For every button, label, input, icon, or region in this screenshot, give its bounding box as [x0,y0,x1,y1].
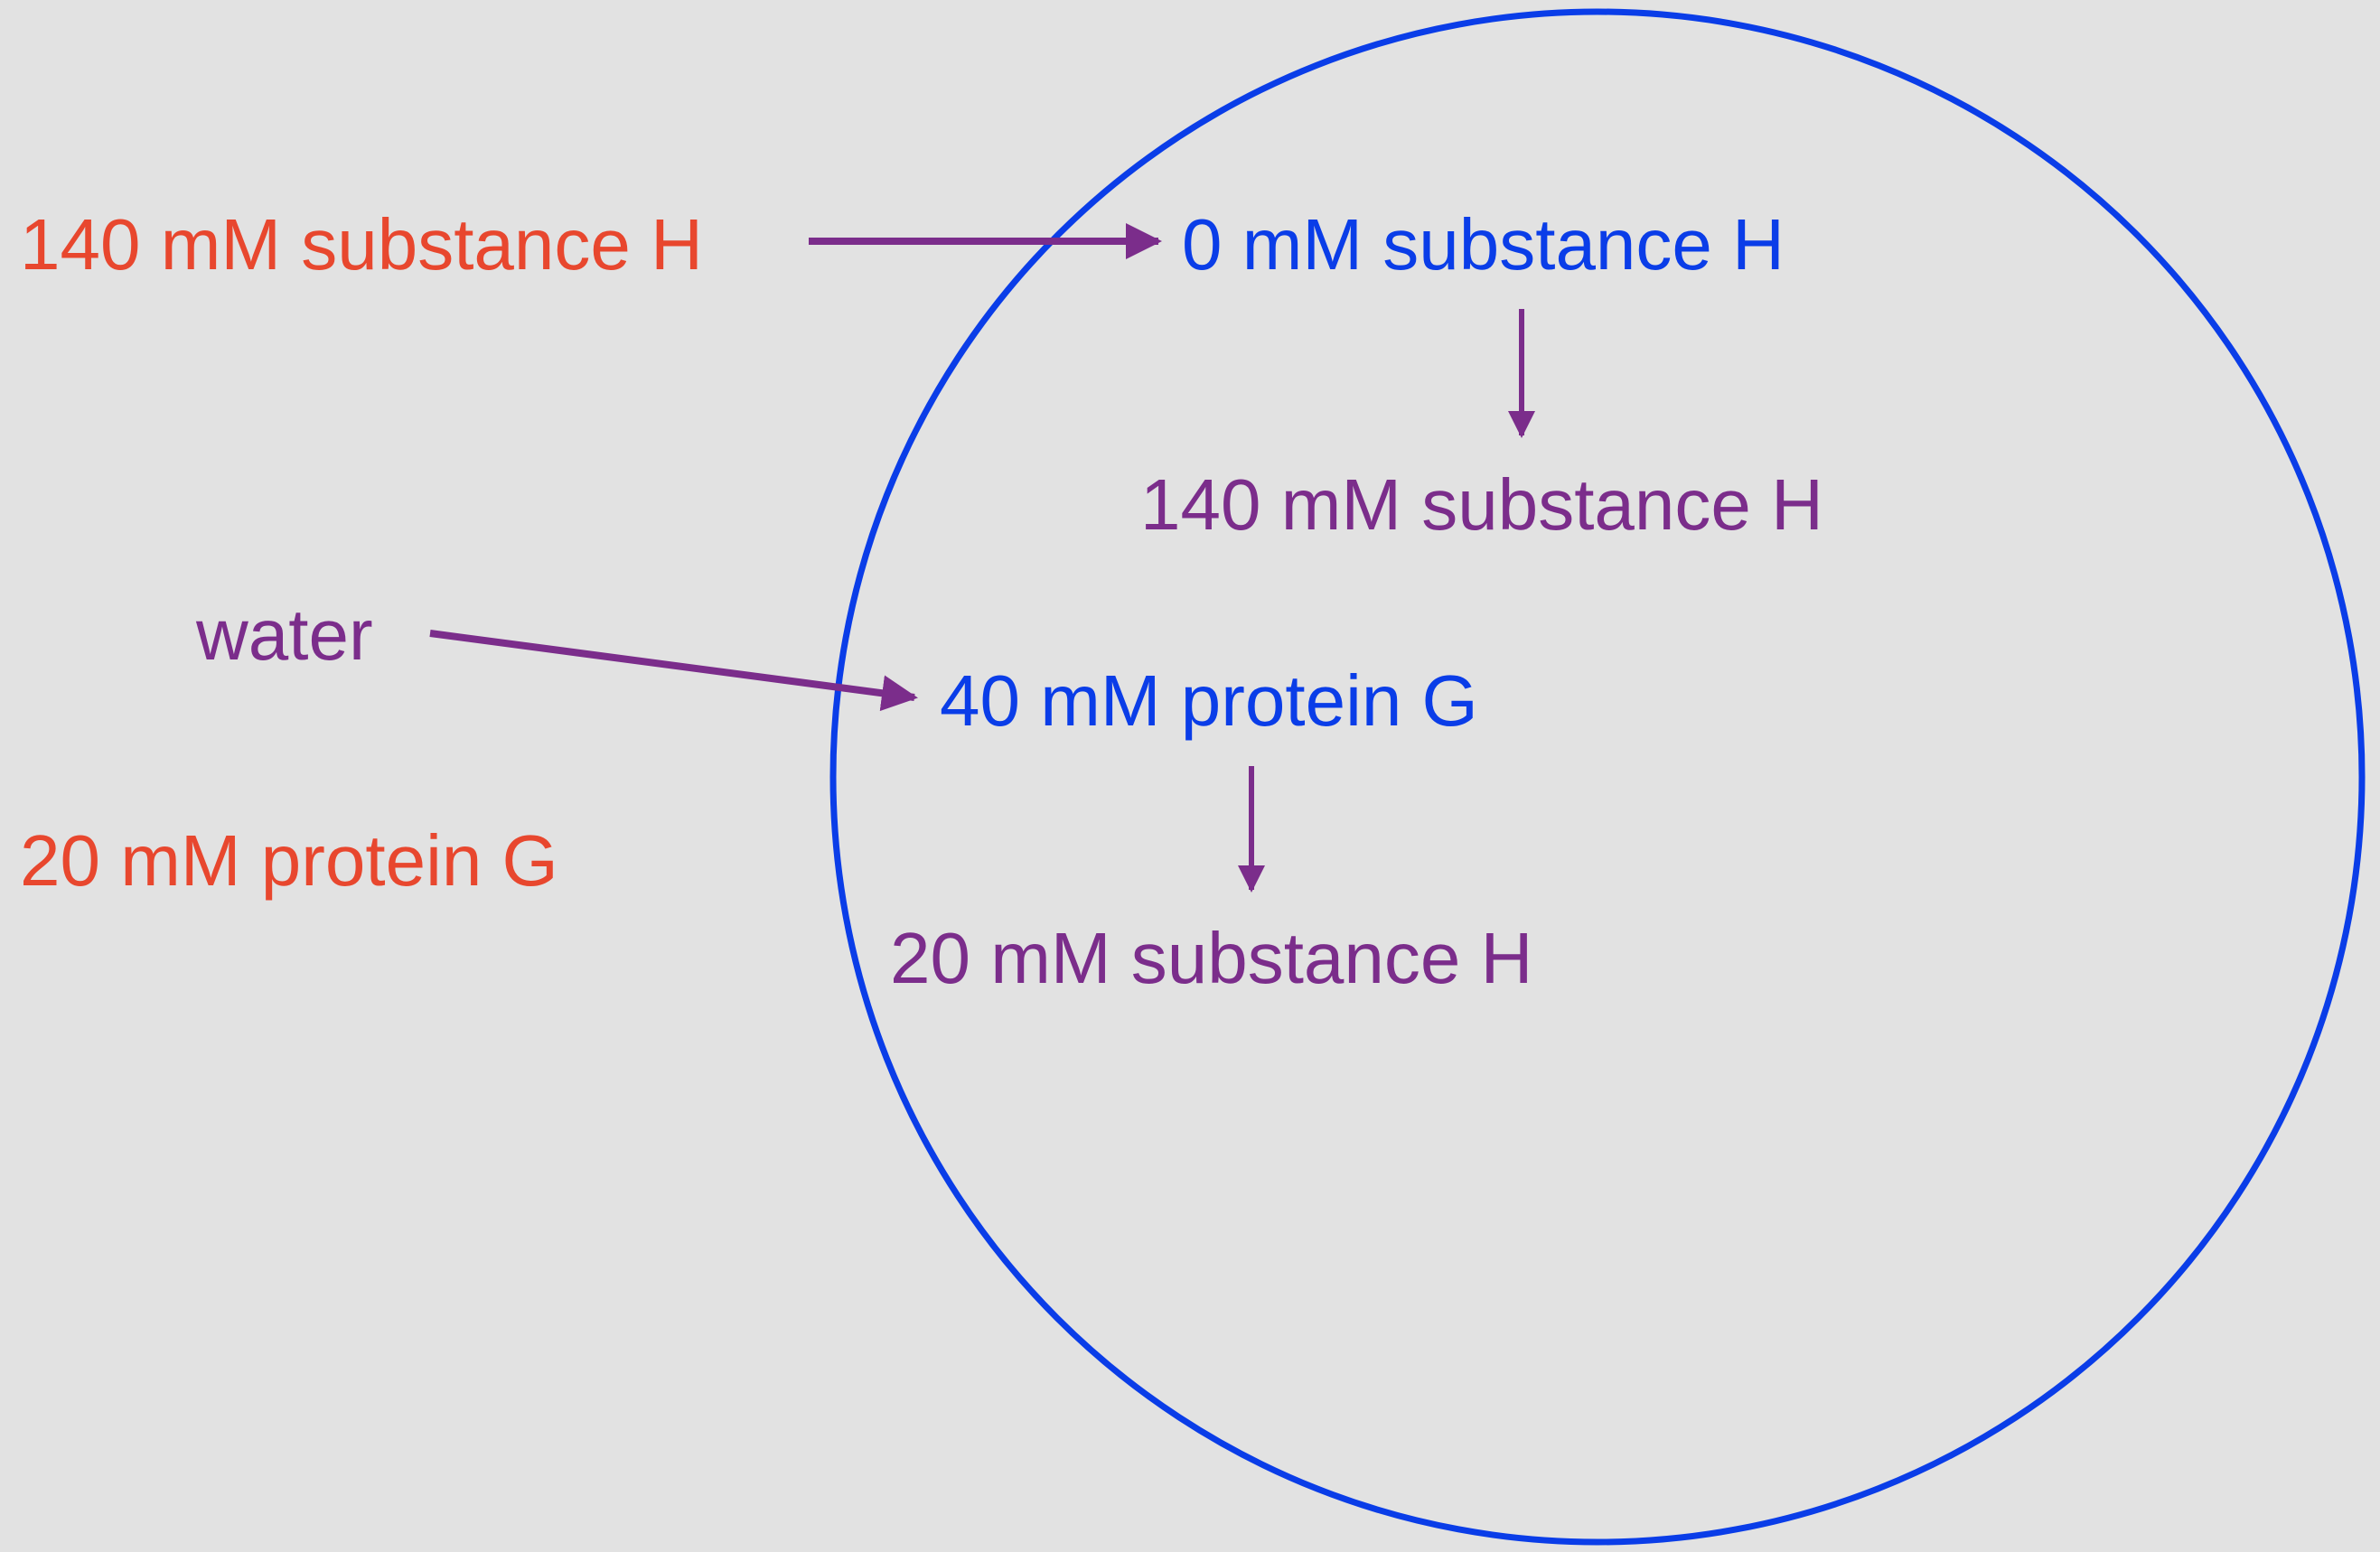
water-label: water [195,594,373,675]
water-influx-arrow [429,630,918,712]
inside-substance-label: 0 mM substance H [1182,204,1785,285]
cell-membrane [829,8,2366,1546]
inside-protein-label: 40 mM protein G [940,660,1478,741]
result-protein-label: 20 mM substance H [890,918,1532,998]
result-substance-label: 140 mM substance H [1140,464,1823,545]
outside-protein-label: 20 mM protein G [20,820,558,901]
outside-substance-label: 140 mM substance H [20,204,703,285]
